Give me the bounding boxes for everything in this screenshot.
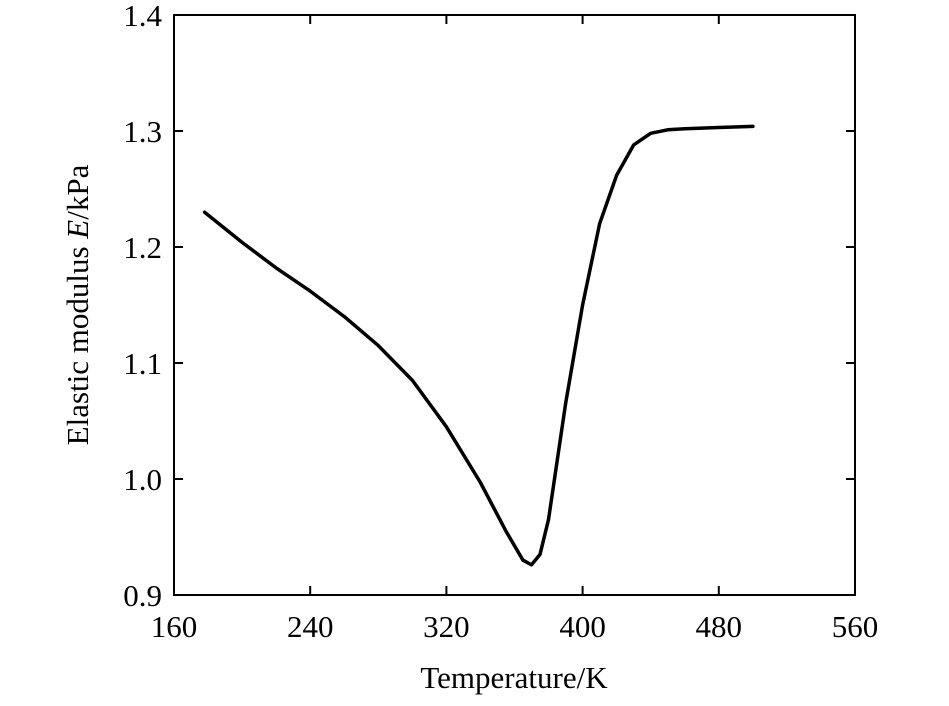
y-tick-label: 1.2	[123, 230, 162, 265]
x-tick-label: 480	[696, 609, 743, 644]
tick-marks	[174, 15, 855, 595]
y-tick-label: 1.0	[123, 462, 162, 497]
tick-labels: 160 240 320 400 480 560 0.9 1.0 1.1 1.2 1.3 1.4	[123, 0, 878, 644]
y-axis-title-prefix: Elastic modulus	[60, 239, 95, 446]
plot-frame	[173, 14, 856, 596]
x-tick-label: 240	[287, 609, 334, 644]
x-tick-label: 160	[151, 609, 198, 644]
series-line	[202, 124, 755, 567]
x-tick-label: 400	[559, 609, 606, 644]
x-tick-label: 560	[832, 609, 879, 644]
y-axis-title-suffix: /kPa	[60, 164, 95, 219]
x-tick-label: 320	[423, 609, 470, 644]
y-tick-label: 0.9	[123, 578, 162, 613]
x-axis-title: Temperature/K	[420, 660, 608, 695]
y-tick-label: 1.4	[123, 0, 162, 33]
y-axis-title-symbol: E	[60, 220, 95, 240]
y-tick-label: 1.3	[123, 114, 162, 149]
series-group	[202, 124, 755, 567]
y-axis-title: Elastic modulus E/kPa	[60, 164, 95, 445]
y-tick-label: 1.1	[123, 346, 162, 381]
